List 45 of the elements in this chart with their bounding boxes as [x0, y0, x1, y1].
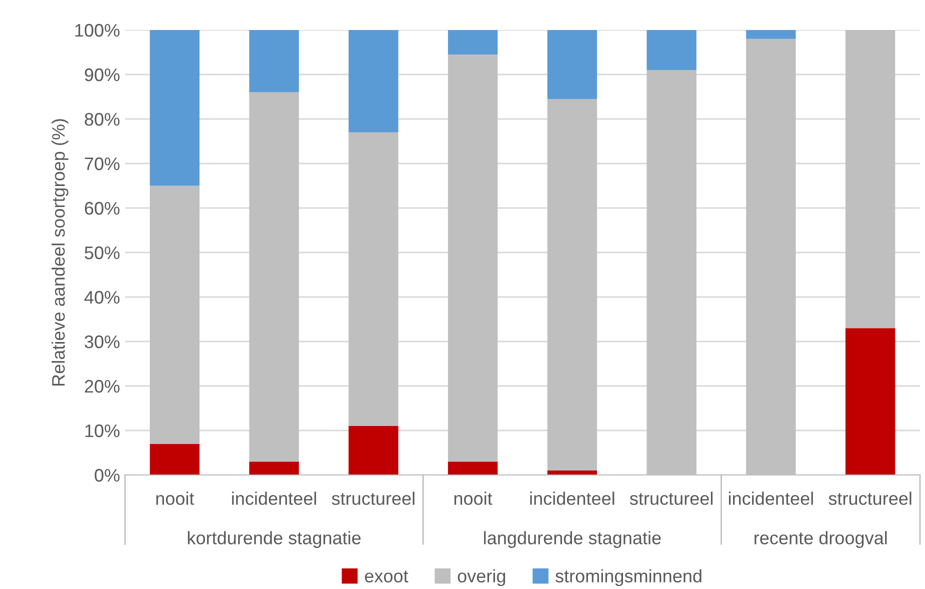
y-tick-label: 80%	[84, 112, 120, 126]
x-tick-label: structureel	[828, 492, 912, 505]
x-tick-label: structureel	[332, 492, 414, 505]
x-tick-label: nooit	[156, 492, 194, 505]
bar	[150, 186, 200, 444]
y-tick-label: 50%	[84, 246, 120, 260]
y-tick-label: 90%	[84, 68, 120, 82]
bar	[845, 30, 896, 328]
bar	[448, 54, 498, 462]
text: recente droogval	[754, 531, 887, 548]
y-tick-label: 0%	[94, 468, 120, 482]
text: langdurende stagnatie	[484, 531, 661, 548]
bar	[547, 30, 598, 99]
bar	[150, 30, 200, 186]
legend-label: overig	[458, 569, 506, 586]
bar	[249, 30, 299, 92]
x-tick-label: nooit	[454, 492, 492, 505]
bar	[348, 30, 398, 132]
y-tick-label: 10%	[85, 424, 120, 438]
x-tick-label: incidenteel	[728, 492, 813, 505]
bar	[249, 462, 299, 475]
x-tick-label: incidenteel	[232, 492, 316, 505]
y-tick-label: 30%	[84, 335, 120, 348]
y-axis-title: Relatieve aandeel soortgroep (%)	[52, 119, 68, 386]
bar	[547, 470, 598, 475]
bar	[249, 92, 299, 462]
y-tick-label: 20%	[84, 380, 120, 393]
bar	[448, 30, 498, 54]
x-tick-label: incidenteel	[530, 492, 614, 505]
text: kortdurende stagnatie	[188, 531, 361, 548]
bar	[348, 426, 398, 475]
y-tick-label: 60%	[84, 202, 120, 215]
y-tick-label: 40%	[84, 290, 120, 304]
x-tick-label: structureel	[630, 492, 713, 505]
bar	[646, 30, 696, 70]
bar	[150, 444, 200, 475]
bar	[746, 30, 796, 39]
bar	[448, 462, 498, 475]
bar	[547, 98, 598, 471]
y-tick-label: 70%	[84, 157, 120, 170]
legend-label: stromingsminnend	[556, 569, 702, 586]
bar	[845, 328, 896, 475]
bar	[348, 132, 398, 426]
legend-label: exoot	[364, 570, 408, 582]
y-tick-label: 100%	[75, 24, 120, 37]
